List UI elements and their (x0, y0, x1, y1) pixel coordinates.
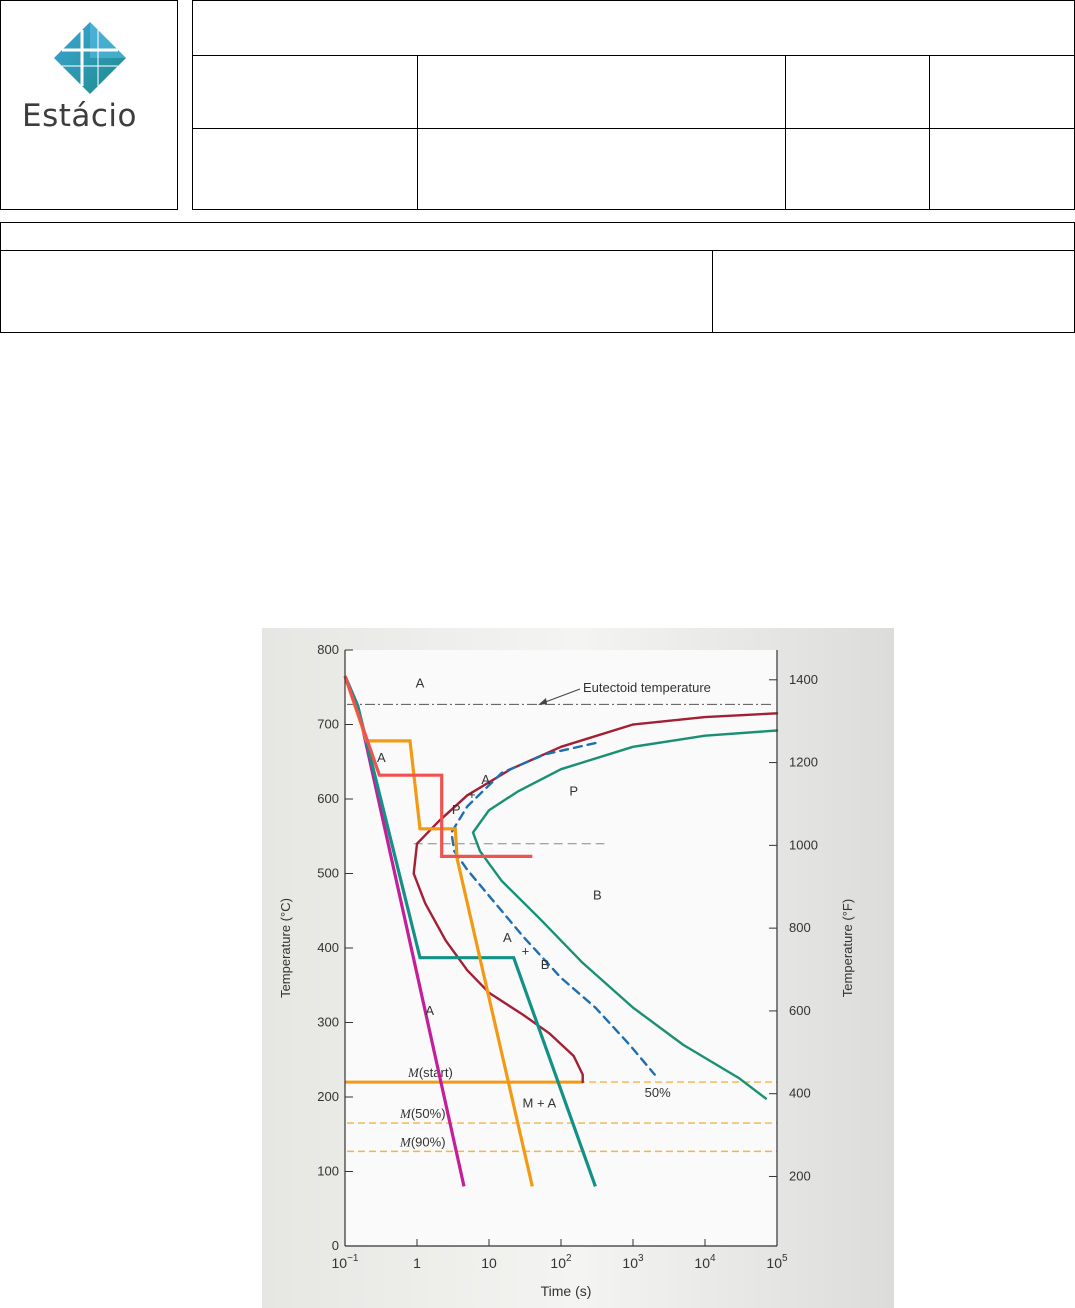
region-label: + (522, 943, 530, 958)
student-divider (712, 250, 713, 333)
region-label: A (377, 750, 386, 765)
region-label: + (468, 787, 476, 802)
region-label: B (593, 888, 602, 903)
header-divider (929, 55, 930, 210)
region-label: A (503, 930, 512, 945)
header-divider (192, 128, 1075, 129)
y-tick-label-left: 200 (317, 1089, 339, 1104)
region-label: A (416, 675, 425, 690)
transformation-curve-finish (471, 729, 779, 1100)
logo-text: Estácio (22, 98, 138, 134)
m-line-label: M(50%) (399, 1106, 446, 1121)
y-tick-label-left: 300 (317, 1015, 339, 1030)
transformation-curve-start (412, 712, 779, 1084)
y-tick-label-left: 400 (317, 940, 339, 955)
y-tick-label-left: 0 (332, 1238, 339, 1253)
y-tick-label-left: 700 (317, 717, 339, 732)
y-tick-label-right: 1000 (789, 837, 818, 852)
y-tick-label-left: 100 (317, 1164, 339, 1179)
header-divider (192, 55, 1075, 56)
y-axis-title-left: Temperature (°C) (278, 898, 293, 998)
y-tick-label-right: 1400 (789, 672, 818, 687)
y-tick-label-right: 600 (789, 1003, 811, 1018)
student-info-table (0, 222, 1075, 333)
region-label: A (425, 1003, 434, 1018)
logo-cell (0, 0, 178, 210)
y-tick-label-right: 200 (789, 1168, 811, 1183)
x-axis-title: Time (s) (541, 1283, 592, 1299)
header-divider (417, 55, 418, 210)
y-axis-title-right: Temperature (°F) (840, 899, 855, 997)
eutectoid-arrow (539, 688, 581, 705)
header-divider (785, 55, 786, 210)
region-label: A (481, 772, 490, 787)
cooling-path-red (343, 675, 533, 858)
y-tick-label-left: 600 (317, 791, 339, 806)
y-tick-label-left: 800 (317, 642, 339, 657)
region-label: B (541, 957, 550, 972)
region-label: 50% (645, 1085, 671, 1100)
student-divider (0, 250, 1075, 251)
x-tick-label: 1 (413, 1255, 421, 1271)
header-info-table (192, 0, 1075, 210)
eutectoid-arrow-head (538, 698, 547, 705)
y-tick-label-right: 400 (789, 1086, 811, 1101)
estacio-logo-icon (54, 22, 126, 94)
region-label: P (452, 802, 461, 817)
y-tick-label-right: 800 (789, 920, 811, 935)
m-line-label: M(start) (407, 1065, 453, 1080)
m-line-label: M(90%) (399, 1134, 446, 1149)
x-tick-label: 10 (481, 1255, 497, 1271)
transformation-curve-50 (450, 741, 656, 1076)
eutectoid-label: Eutectoid temperature (583, 680, 711, 695)
region-label: P (569, 783, 578, 798)
y-tick-label-right: 1200 (789, 755, 818, 770)
ttt-diagram: 0 100 200 300 400 500 600 700 800 200 400 600 800 100… (262, 628, 894, 1308)
y-tick-label-left: 500 (317, 866, 339, 881)
region-label: M + A (523, 1095, 557, 1110)
